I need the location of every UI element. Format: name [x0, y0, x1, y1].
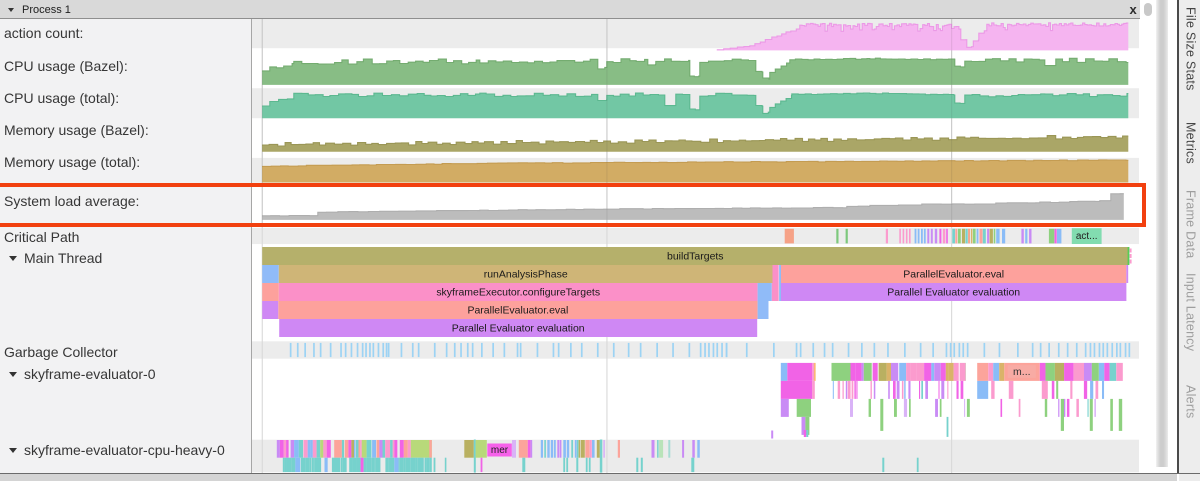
svg-text:skyframeExecutor.configureTarg: skyframeExecutor.configureTargets	[437, 287, 601, 298]
svg-text:ParallelEvaluator.eval: ParallelEvaluator.eval	[903, 269, 1004, 280]
svg-text:Parallel Evaluator evaluation: Parallel Evaluator evaluation	[887, 287, 1020, 298]
svg-text:Parallel Evaluator evaluation: Parallel Evaluator evaluation	[452, 323, 585, 334]
svg-text:mer: mer	[491, 445, 509, 456]
svg-text:runAnalysisPhase: runAnalysisPhase	[484, 269, 568, 280]
svg-text:act...: act...	[1076, 230, 1098, 241]
svg-text:buildTargets: buildTargets	[667, 251, 724, 262]
svg-text:ParallelEvaluator.eval: ParallelEvaluator.eval	[468, 305, 569, 316]
svg-text:m...: m...	[1013, 366, 1030, 377]
